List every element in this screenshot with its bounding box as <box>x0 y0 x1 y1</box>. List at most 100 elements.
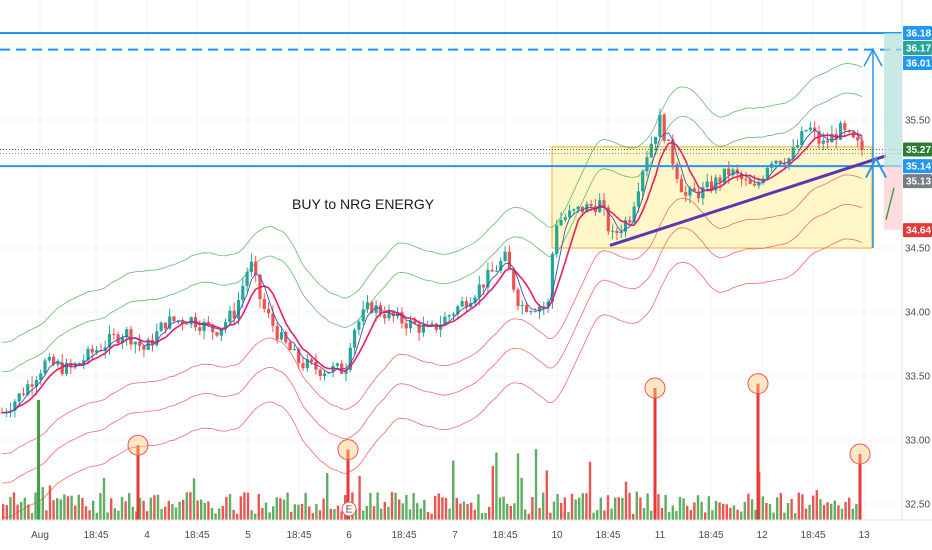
volume-bar <box>581 493 584 520</box>
candle-up <box>361 309 365 322</box>
candle-up <box>623 220 628 232</box>
earnings-letter: E <box>346 505 353 516</box>
volume-bar <box>5 505 8 520</box>
volume-bar <box>693 502 696 520</box>
volume-bar <box>88 510 91 520</box>
candle-down <box>297 348 301 364</box>
volume-bar <box>797 492 800 520</box>
volume-bar <box>794 513 797 520</box>
volume-spike-bar <box>346 449 350 520</box>
candle-down <box>525 305 529 312</box>
candle-up <box>666 139 671 141</box>
volume-bar <box>203 502 206 520</box>
candle-up <box>335 363 339 366</box>
volume-bar <box>552 501 556 520</box>
volume-bar <box>596 510 599 520</box>
candle-up <box>245 271 249 287</box>
candle-down <box>288 342 292 351</box>
volume-bar <box>369 492 372 520</box>
volume-bar <box>124 501 127 520</box>
candle-down <box>727 168 731 176</box>
volume-bar <box>135 511 138 520</box>
candle-up <box>542 306 546 308</box>
earnings-marker[interactable]: E <box>341 501 357 517</box>
volume-bar <box>743 501 746 520</box>
price-tick-label-4: 34.50 <box>905 244 930 255</box>
volume-bar <box>246 492 250 520</box>
volume-bar <box>570 493 574 520</box>
candle-up <box>460 301 464 307</box>
volume-bar <box>722 503 725 520</box>
candle-up <box>236 300 241 319</box>
volume-bar <box>437 493 440 520</box>
volume-bar <box>592 512 595 520</box>
volume-bar <box>142 500 145 520</box>
candle-down <box>391 310 395 317</box>
candle-up <box>645 157 649 172</box>
volume-bar <box>336 505 340 520</box>
volume-bar <box>754 509 757 520</box>
volume-bar <box>275 497 278 520</box>
time-axis[interactable]: Aug 18:45 4 18:45 5 18:45 6 18:45 7 18:45 10 18:45 1… <box>0 519 932 550</box>
volume-spike-circle-4 <box>849 443 871 465</box>
volume-bar <box>84 506 88 520</box>
volume-bar <box>452 460 455 520</box>
candle-up <box>838 123 843 140</box>
time-tick-label-7: 18:45 <box>391 530 416 541</box>
volume-bar <box>405 494 408 520</box>
volume-bar <box>390 492 394 520</box>
price-label-3: 35.27 <box>906 145 931 156</box>
volume-bar <box>182 499 185 520</box>
volume-bar <box>254 513 257 520</box>
volume-bar <box>660 507 664 520</box>
volume-bar <box>462 501 466 520</box>
volume-bar <box>498 497 502 520</box>
candle-up <box>469 302 473 308</box>
candle-up <box>176 320 180 322</box>
candle-down <box>30 384 34 387</box>
price-tick-label-3: 34.00 <box>905 308 930 319</box>
candle-down <box>512 269 516 290</box>
volume-bar <box>376 492 379 520</box>
time-tick-label-8: 7 <box>452 530 458 541</box>
volume-bar <box>466 504 469 520</box>
volume-bar <box>372 506 376 520</box>
candle-up <box>804 130 808 132</box>
candle-up <box>654 136 658 144</box>
candle-down <box>400 312 404 324</box>
volume-bar <box>106 512 109 520</box>
volume-bar <box>264 502 268 520</box>
candle-up <box>636 191 640 207</box>
price-axis[interactable]: 32.50 33.00 33.50 34.00 34.50 35.50 <box>901 0 932 550</box>
volume-bar <box>628 492 631 520</box>
time-tick-label-3: 18:45 <box>184 530 209 541</box>
volume-bar <box>66 496 70 520</box>
candle-down <box>856 137 860 141</box>
volume-bar <box>668 511 671 520</box>
bb-lower-outer <box>1 204 863 484</box>
volume-bar <box>160 508 163 520</box>
time-tick-label-13: 18:45 <box>698 530 723 541</box>
volume-bar <box>729 507 732 520</box>
volume-bar <box>711 510 714 520</box>
price-label-1: 36.17 <box>906 43 931 54</box>
volume-bar <box>761 496 764 520</box>
candle-down <box>211 324 215 333</box>
candle-up <box>821 140 825 144</box>
volume-bar <box>225 496 228 520</box>
volume-bar <box>527 513 530 520</box>
volume-bar <box>322 498 325 520</box>
candle-up <box>155 331 159 346</box>
moving-averages <box>1 129 863 414</box>
volume-bar <box>614 497 617 520</box>
volume-bar <box>506 503 509 520</box>
volume-bar <box>725 504 728 520</box>
candle-up <box>649 143 653 158</box>
candle-down <box>826 140 830 143</box>
candle-up <box>800 131 804 146</box>
candle-up <box>757 182 761 186</box>
volume-bar <box>556 493 559 520</box>
time-tick-label-16: 13 <box>858 530 870 541</box>
candle-down <box>254 261 258 275</box>
volume-bar <box>27 504 30 520</box>
